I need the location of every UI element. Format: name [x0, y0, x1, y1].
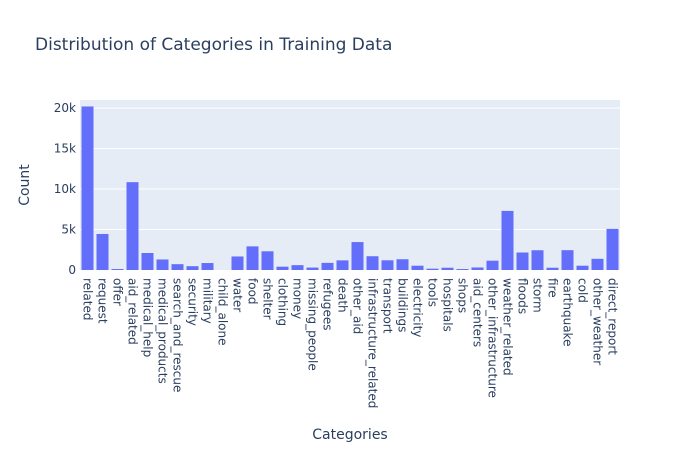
x-tick-label: transport: [381, 278, 395, 334]
y-tick-label: 15k: [54, 142, 76, 156]
bar-transport: [381, 260, 394, 270]
bars: [81, 106, 619, 270]
x-tick-label: cold: [576, 278, 590, 303]
bar-earthquake: [561, 250, 574, 270]
y-axis-title: Count: [17, 164, 33, 206]
x-tick-label: aid_centers: [471, 278, 485, 347]
bar-missing-people: [306, 267, 319, 270]
x-tick-labels: related request offer aid_related medical_he…: [81, 278, 620, 408]
bar-storm: [531, 250, 544, 270]
bar-hospitals: [441, 267, 454, 270]
x-tick-label: other_weather: [591, 278, 605, 365]
x-tick-label: food: [246, 278, 260, 305]
x-tick-label: buildings: [396, 278, 410, 332]
bar-infrastructure-related: [366, 256, 379, 270]
bar-tools: [426, 268, 439, 270]
bar-search-and-rescue: [171, 264, 184, 270]
x-tick-label: water: [231, 278, 245, 312]
x-tick-label: floods: [516, 278, 530, 314]
bar-refugees: [321, 262, 334, 270]
x-tick-label: request: [96, 278, 110, 324]
bar-food: [246, 246, 259, 270]
y-tick-label: 10k: [54, 182, 76, 196]
y-tick-label: 0: [68, 263, 76, 277]
bar-medical-products: [156, 259, 169, 270]
x-tick-label: related: [81, 278, 95, 320]
bar-cold: [576, 265, 589, 270]
x-tick-label: other_infrastructure: [486, 278, 500, 398]
x-tick-label: search_and_rescue: [171, 278, 185, 392]
x-tick-label: earthquake: [561, 278, 575, 346]
bar-weather-related: [501, 210, 514, 270]
bar-shelter: [261, 251, 274, 270]
gridlines: [80, 107, 620, 231]
x-tick-label: fire: [546, 278, 560, 298]
x-tick-label: direct_report: [606, 278, 620, 355]
bar-money: [291, 265, 304, 270]
bar-request: [96, 233, 109, 270]
bar-floods: [516, 252, 529, 270]
bar-aid-centers: [471, 267, 484, 270]
x-tick-label: shops: [456, 278, 470, 313]
x-tick-label: tools: [426, 278, 440, 307]
chart-title: Distribution of Categories in Training D…: [35, 35, 392, 55]
x-tick-label: death: [336, 278, 350, 313]
x-tick-label: shelter: [261, 278, 275, 320]
y-tick-labels: 0 5k 10k 15k 20k: [54, 101, 76, 277]
bar-death: [336, 260, 349, 270]
bar-electricity: [411, 265, 424, 270]
bar-clothing: [276, 266, 289, 270]
x-tick-label: missing_people: [306, 278, 320, 371]
x-tick-label: clothing: [276, 278, 290, 326]
x-tick-label: hospitals: [441, 278, 455, 332]
bar-related: [81, 106, 94, 270]
bar-medical-help: [141, 253, 154, 270]
x-axis-title: Categories: [312, 427, 387, 443]
bar-military: [201, 263, 214, 270]
x-tick-label: storm: [531, 278, 545, 313]
bar-aid-related: [126, 182, 139, 270]
x-tick-label: medical_products: [156, 278, 170, 384]
y-tick-label: 20k: [54, 101, 76, 115]
bar-buildings: [396, 259, 409, 270]
x-tick-label: other_aid: [351, 278, 365, 334]
bar-fire: [546, 267, 559, 270]
x-tick-label: aid_related: [126, 278, 140, 345]
plot-area: [80, 100, 620, 270]
bar-other-infrastructure: [486, 260, 499, 270]
x-tick-label: military: [201, 278, 215, 324]
bar-shops: [456, 269, 469, 270]
x-tick-label: child_alone: [216, 278, 230, 346]
bar-water: [231, 256, 244, 270]
x-tick-label: weather_related: [501, 278, 515, 376]
x-tick-label: infrastructure_related: [366, 278, 380, 408]
bar-other-aid: [351, 242, 364, 270]
x-tick-label: security: [186, 278, 200, 326]
bar-direct-report: [606, 228, 619, 270]
bar-other-weather: [591, 258, 604, 270]
x-tick-label: refugees: [321, 278, 335, 331]
bar-offer: [111, 269, 124, 270]
y-tick-label: 5k: [61, 223, 76, 237]
x-tick-label: medical_help: [141, 278, 155, 357]
x-tick-label: money: [291, 278, 305, 319]
bar-security: [186, 266, 199, 270]
x-tick-label: offer: [111, 278, 125, 306]
x-tick-label: electricity: [411, 278, 425, 337]
